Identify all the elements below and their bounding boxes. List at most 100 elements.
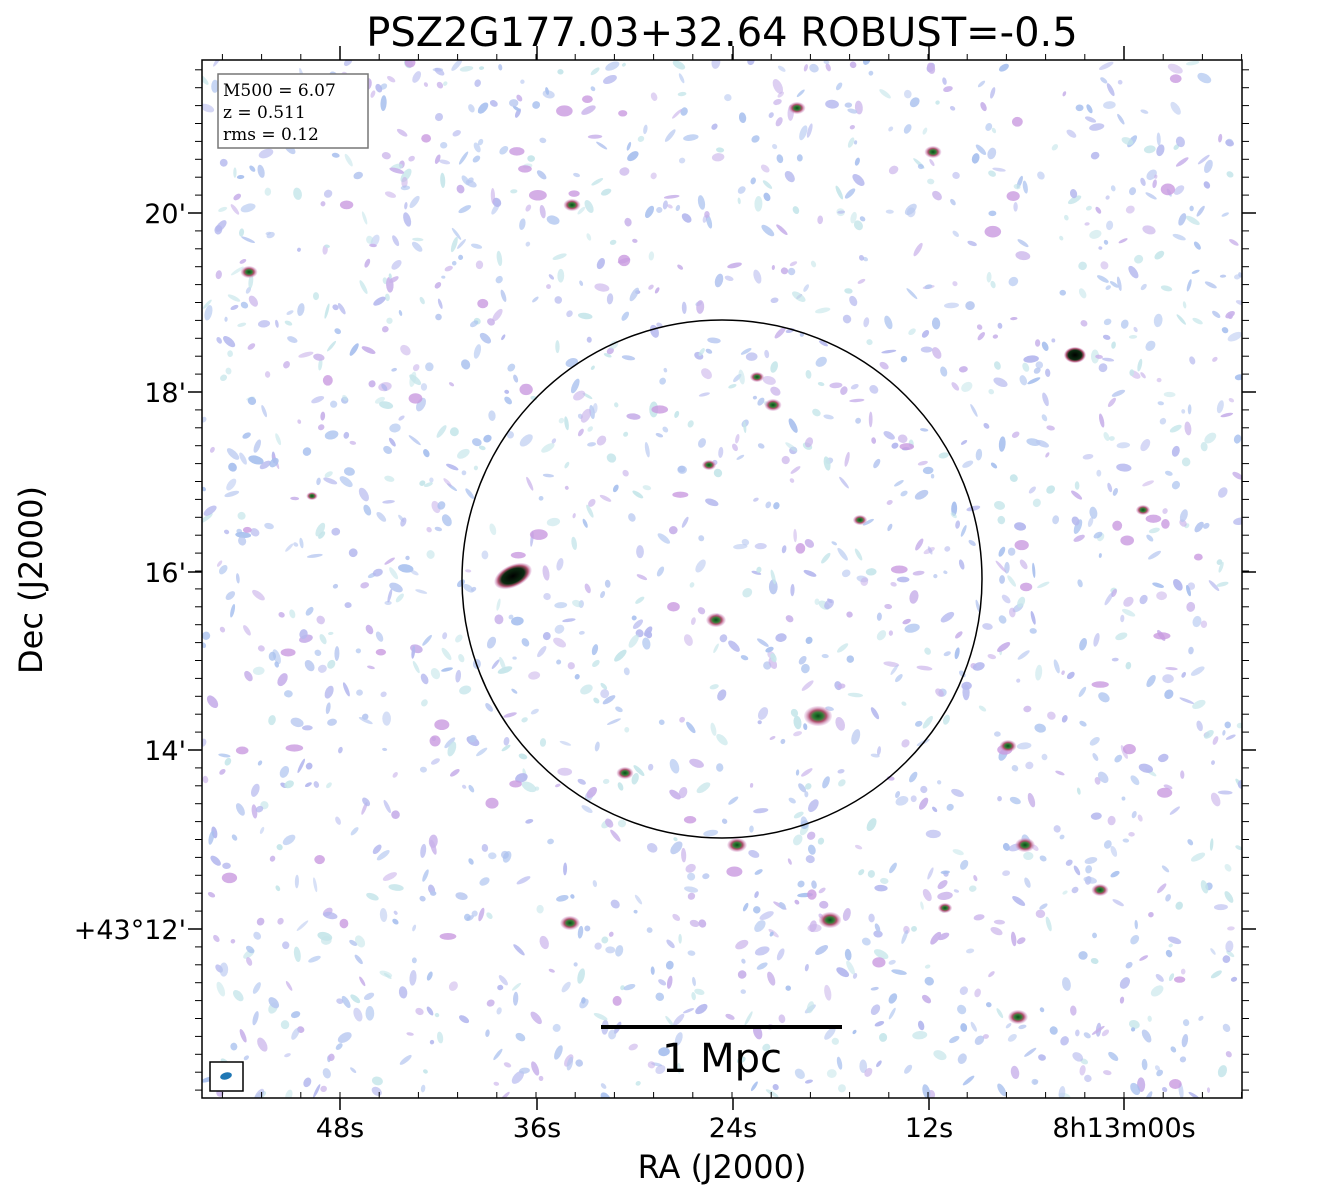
noise-blob xyxy=(459,685,472,695)
noise-blob xyxy=(1200,620,1208,628)
noise-blob xyxy=(285,1089,293,1098)
noise-blob xyxy=(768,112,774,118)
noise-blob xyxy=(1134,254,1144,264)
noise-blob xyxy=(926,62,936,74)
noise-blob xyxy=(388,884,404,891)
noise-blob xyxy=(937,932,950,941)
noise-blob xyxy=(384,475,395,482)
noise-blob xyxy=(742,902,749,912)
noise-blob xyxy=(684,886,699,893)
noise-blob xyxy=(1103,840,1112,849)
noise-blob xyxy=(895,674,903,683)
noise-blob xyxy=(361,713,369,720)
noise-blob xyxy=(227,350,233,358)
noise-blob xyxy=(1213,904,1228,911)
noise-blob xyxy=(1217,1065,1228,1078)
noise-blob xyxy=(1073,534,1085,542)
noise-blob xyxy=(837,1084,846,1093)
noise-blob xyxy=(331,152,340,158)
noise-blob xyxy=(276,844,283,851)
noise-blob xyxy=(1078,686,1087,697)
noise-blob xyxy=(678,73,685,84)
source xyxy=(616,767,634,779)
noise-blob xyxy=(231,834,238,841)
noise-blob xyxy=(1062,91,1067,97)
noise-blob xyxy=(237,322,247,327)
noise-blob xyxy=(344,602,352,609)
noise-blob xyxy=(822,776,830,789)
noise-blob xyxy=(219,962,229,977)
noise-blob xyxy=(1227,926,1235,931)
noise-blob xyxy=(1097,275,1109,283)
noise-blob xyxy=(717,689,727,701)
noise-blob xyxy=(952,171,960,179)
noise-blob xyxy=(235,803,245,816)
source xyxy=(706,613,726,627)
noise-blob xyxy=(942,77,947,85)
noise-blob xyxy=(1022,362,1030,372)
noise-blob xyxy=(451,60,463,71)
noise-blob xyxy=(917,1020,925,1031)
noise-blob xyxy=(606,293,614,305)
noise-blob xyxy=(1017,596,1026,608)
noise-blob xyxy=(371,1086,382,1097)
noise-blob xyxy=(743,421,747,434)
noise-blob xyxy=(381,326,389,333)
noise-blob xyxy=(269,457,279,468)
noise-blob xyxy=(500,289,507,302)
noise-blob xyxy=(1196,205,1205,217)
noise-blob xyxy=(382,747,388,751)
noise-blob xyxy=(498,64,503,71)
noise-blob xyxy=(683,816,697,824)
noise-blob xyxy=(868,913,875,923)
noise-blob xyxy=(1140,372,1146,379)
noise-blob xyxy=(343,60,353,67)
noise-blob xyxy=(662,200,668,210)
noise-blob xyxy=(337,1032,352,1043)
noise-blob xyxy=(1216,400,1224,414)
noise-blob xyxy=(339,200,354,210)
noise-blob xyxy=(1230,976,1238,982)
noise-blob xyxy=(751,570,762,575)
noise-blob xyxy=(793,731,803,737)
noise-blob xyxy=(1045,452,1050,458)
noise-blob xyxy=(1083,1032,1091,1039)
noise-blob xyxy=(924,976,934,986)
noise-blob xyxy=(603,74,617,85)
noise-blob xyxy=(552,253,567,260)
noise-blob xyxy=(564,416,569,431)
noise-blob xyxy=(696,782,711,794)
noise-blob xyxy=(847,137,855,148)
noise-blob xyxy=(1089,123,1105,131)
noise-blob xyxy=(266,231,275,239)
noise-blob xyxy=(754,869,763,875)
noise-blob xyxy=(663,367,668,373)
noise-blob xyxy=(732,443,738,452)
noise-blob xyxy=(1087,517,1094,528)
axes-frame xyxy=(201,59,1243,1099)
noise-blob xyxy=(208,830,215,845)
noise-blob xyxy=(1016,678,1021,683)
noise-blob xyxy=(313,1084,321,1098)
noise-blob xyxy=(955,631,963,639)
noise-blob xyxy=(462,784,467,789)
noise-blob xyxy=(780,267,789,275)
noise-blob xyxy=(1156,1069,1164,1077)
noise-blob xyxy=(709,684,719,690)
noise-blob xyxy=(501,334,506,341)
noise-blob xyxy=(602,695,616,705)
noise-blob xyxy=(974,988,981,998)
noise-blob xyxy=(202,775,209,784)
noise-blob xyxy=(235,573,240,584)
noise-blob xyxy=(1173,185,1185,195)
noise-blob xyxy=(246,945,255,954)
noise-blob xyxy=(252,1011,259,1026)
noise-blob xyxy=(423,482,433,487)
noise-blob xyxy=(765,646,774,653)
noise-blob xyxy=(527,155,536,162)
noise-blob xyxy=(801,663,810,674)
noise-blob xyxy=(1055,770,1065,776)
noise-blob xyxy=(888,1007,896,1020)
noise-blob xyxy=(733,543,748,550)
noise-blob xyxy=(1146,674,1156,688)
